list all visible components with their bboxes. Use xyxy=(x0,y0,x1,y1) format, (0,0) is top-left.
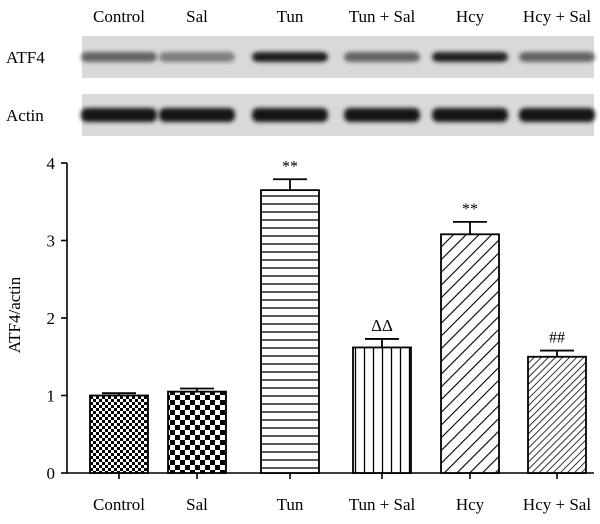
y-tick-label: 2 xyxy=(47,309,56,328)
blot-band xyxy=(159,108,235,122)
significance-label: ΔΔ xyxy=(371,316,393,335)
blot-band xyxy=(519,108,595,122)
blot-lane-label: Hcy xyxy=(456,7,485,26)
blot-lane-label: Tun xyxy=(277,7,304,26)
bar xyxy=(167,390,227,474)
bar xyxy=(440,233,500,474)
x-tick-label: Control xyxy=(93,495,145,514)
western-blot: Control Sal Tun Tun + Sal Hcy Hcy + Sal ATF4A… xyxy=(6,7,595,136)
bars: ** ΔΔ ** ## xyxy=(89,158,587,474)
y-tick-label: 0 xyxy=(47,464,56,483)
significance-label: ** xyxy=(282,158,298,175)
significance-label: ## xyxy=(549,330,565,347)
blot-band xyxy=(252,108,328,122)
x-tick-label: Tun xyxy=(277,495,304,514)
blot-row: Actin xyxy=(6,94,595,136)
x-tick-label: Tun + Sal xyxy=(349,495,416,514)
blot-band xyxy=(432,52,508,62)
y-axis: 0 1 2 3 4 xyxy=(47,154,68,483)
x-tick-label: Hcy xyxy=(456,495,485,514)
bar xyxy=(89,394,149,474)
x-tick-label: Sal xyxy=(186,495,208,514)
y-axis-label: ATF4/actin xyxy=(5,276,24,353)
x-tick-label: Hcy + Sal xyxy=(523,495,591,514)
blot-rows: ATF4 Actin xyxy=(6,36,595,136)
bar xyxy=(527,355,587,474)
blot-lane-label: Tun + Sal xyxy=(349,7,416,26)
y-tick-label: 1 xyxy=(47,387,56,406)
significance-label: ** xyxy=(462,201,478,218)
blot-band xyxy=(432,108,508,122)
blot-row-label: Actin xyxy=(6,106,44,125)
blot-band xyxy=(344,52,420,62)
blot-lane-label: Hcy + Sal xyxy=(523,7,591,26)
blot-row-label: ATF4 xyxy=(6,48,45,67)
blot-band xyxy=(252,52,328,62)
bar xyxy=(352,346,412,474)
blot-band xyxy=(81,52,157,62)
y-tick-label: 4 xyxy=(47,154,56,173)
blot-band xyxy=(81,108,157,122)
x-axis: Control Sal Tun Tun + Sal Hcy Hcy + Sal xyxy=(67,472,594,514)
blot-band xyxy=(519,52,595,62)
blot-lane-label: Sal xyxy=(186,7,208,26)
bar xyxy=(260,189,320,474)
y-tick-label: 3 xyxy=(47,232,56,251)
blot-strip xyxy=(82,94,594,136)
blot-strip xyxy=(82,36,594,78)
bar-chart: ATF4/actin 0 1 2 3 4 Control Sal Tun Tun + Sal H… xyxy=(5,154,594,514)
blot-row: ATF4 xyxy=(6,36,595,78)
blot-lane-label: Control xyxy=(93,7,145,26)
blot-band xyxy=(344,108,420,122)
blot-band xyxy=(159,52,235,62)
blot-lane-labels: Control Sal Tun Tun + Sal Hcy Hcy + Sal xyxy=(93,7,591,26)
